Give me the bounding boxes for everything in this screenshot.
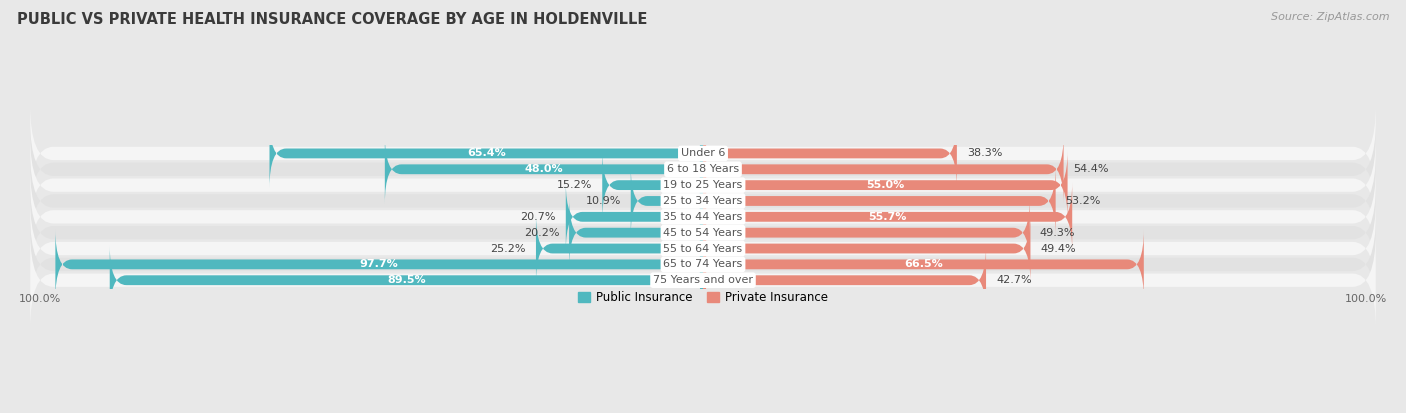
Text: 45 to 54 Years: 45 to 54 Years: [664, 228, 742, 237]
FancyBboxPatch shape: [30, 136, 1376, 234]
FancyBboxPatch shape: [703, 230, 1144, 299]
Text: 54.4%: 54.4%: [1074, 164, 1109, 174]
Text: 48.0%: 48.0%: [524, 164, 564, 174]
FancyBboxPatch shape: [30, 121, 1376, 218]
Text: 65 to 74 Years: 65 to 74 Years: [664, 259, 742, 269]
FancyBboxPatch shape: [30, 200, 1376, 297]
FancyBboxPatch shape: [703, 135, 1063, 204]
Text: 25 to 34 Years: 25 to 34 Years: [664, 196, 742, 206]
Text: 20.7%: 20.7%: [520, 212, 555, 222]
Text: Under 6: Under 6: [681, 148, 725, 159]
FancyBboxPatch shape: [602, 150, 703, 220]
Text: 19 to 25 Years: 19 to 25 Years: [664, 180, 742, 190]
Text: PUBLIC VS PRIVATE HEALTH INSURANCE COVERAGE BY AGE IN HOLDENVILLE: PUBLIC VS PRIVATE HEALTH INSURANCE COVER…: [17, 12, 647, 27]
FancyBboxPatch shape: [536, 214, 703, 283]
FancyBboxPatch shape: [30, 104, 1376, 202]
FancyBboxPatch shape: [703, 245, 986, 315]
Text: 65.4%: 65.4%: [467, 148, 506, 159]
FancyBboxPatch shape: [30, 184, 1376, 282]
Text: 55.0%: 55.0%: [866, 180, 904, 190]
Text: 35 to 44 Years: 35 to 44 Years: [664, 212, 742, 222]
FancyBboxPatch shape: [703, 119, 957, 188]
Text: 97.7%: 97.7%: [360, 259, 398, 269]
FancyBboxPatch shape: [569, 198, 703, 267]
Text: 38.3%: 38.3%: [967, 148, 1002, 159]
Text: 75 Years and over: 75 Years and over: [652, 275, 754, 285]
FancyBboxPatch shape: [30, 231, 1376, 329]
Text: 6 to 18 Years: 6 to 18 Years: [666, 164, 740, 174]
FancyBboxPatch shape: [385, 135, 703, 204]
FancyBboxPatch shape: [631, 166, 703, 236]
Text: 89.5%: 89.5%: [387, 275, 426, 285]
FancyBboxPatch shape: [565, 182, 703, 252]
Text: Source: ZipAtlas.com: Source: ZipAtlas.com: [1271, 12, 1389, 22]
Text: 49.3%: 49.3%: [1039, 228, 1076, 237]
FancyBboxPatch shape: [30, 216, 1376, 313]
FancyBboxPatch shape: [30, 152, 1376, 250]
FancyBboxPatch shape: [30, 168, 1376, 266]
Text: 55 to 64 Years: 55 to 64 Years: [664, 244, 742, 254]
FancyBboxPatch shape: [270, 119, 703, 188]
Legend: Public Insurance, Private Insurance: Public Insurance, Private Insurance: [574, 287, 832, 309]
Text: 10.9%: 10.9%: [585, 196, 621, 206]
Text: 55.7%: 55.7%: [869, 212, 907, 222]
Text: 53.2%: 53.2%: [1066, 196, 1101, 206]
Text: 66.5%: 66.5%: [904, 259, 943, 269]
Text: 20.2%: 20.2%: [523, 228, 560, 237]
FancyBboxPatch shape: [703, 150, 1067, 220]
Text: 49.4%: 49.4%: [1040, 244, 1076, 254]
FancyBboxPatch shape: [703, 166, 1056, 236]
Text: 25.2%: 25.2%: [491, 244, 526, 254]
FancyBboxPatch shape: [703, 182, 1073, 252]
Text: 42.7%: 42.7%: [995, 275, 1032, 285]
Text: 15.2%: 15.2%: [557, 180, 592, 190]
FancyBboxPatch shape: [703, 214, 1031, 283]
FancyBboxPatch shape: [703, 198, 1029, 267]
FancyBboxPatch shape: [110, 245, 703, 315]
FancyBboxPatch shape: [55, 230, 703, 299]
